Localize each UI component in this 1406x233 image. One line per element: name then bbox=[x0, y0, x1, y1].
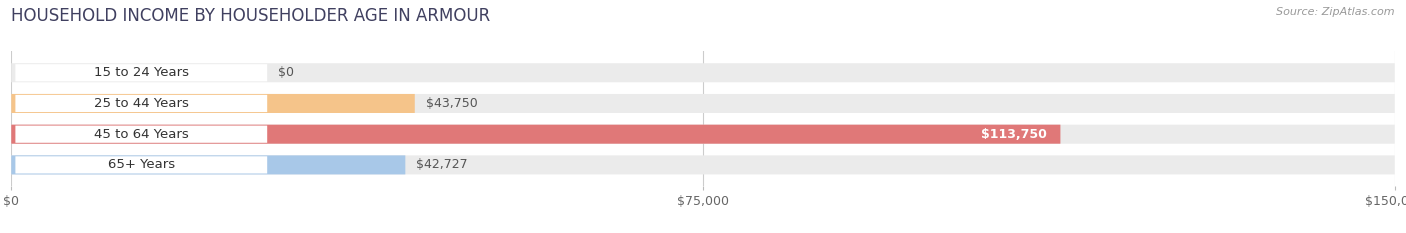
Text: $113,750: $113,750 bbox=[981, 128, 1046, 141]
Text: 15 to 24 Years: 15 to 24 Years bbox=[94, 66, 188, 79]
Text: $0: $0 bbox=[278, 66, 294, 79]
Text: 25 to 44 Years: 25 to 44 Years bbox=[94, 97, 188, 110]
Text: $42,727: $42,727 bbox=[416, 158, 468, 171]
Text: 45 to 64 Years: 45 to 64 Years bbox=[94, 128, 188, 141]
FancyBboxPatch shape bbox=[11, 63, 1395, 82]
Text: 65+ Years: 65+ Years bbox=[108, 158, 174, 171]
Text: HOUSEHOLD INCOME BY HOUSEHOLDER AGE IN ARMOUR: HOUSEHOLD INCOME BY HOUSEHOLDER AGE IN A… bbox=[11, 7, 491, 25]
Text: Source: ZipAtlas.com: Source: ZipAtlas.com bbox=[1277, 7, 1395, 17]
FancyBboxPatch shape bbox=[15, 126, 267, 143]
FancyBboxPatch shape bbox=[15, 95, 267, 112]
Text: $43,750: $43,750 bbox=[426, 97, 478, 110]
FancyBboxPatch shape bbox=[11, 94, 415, 113]
FancyBboxPatch shape bbox=[15, 156, 267, 174]
FancyBboxPatch shape bbox=[15, 64, 267, 81]
FancyBboxPatch shape bbox=[11, 155, 1395, 175]
FancyBboxPatch shape bbox=[11, 125, 1395, 144]
FancyBboxPatch shape bbox=[11, 94, 1395, 113]
FancyBboxPatch shape bbox=[11, 125, 1060, 144]
FancyBboxPatch shape bbox=[11, 155, 405, 175]
